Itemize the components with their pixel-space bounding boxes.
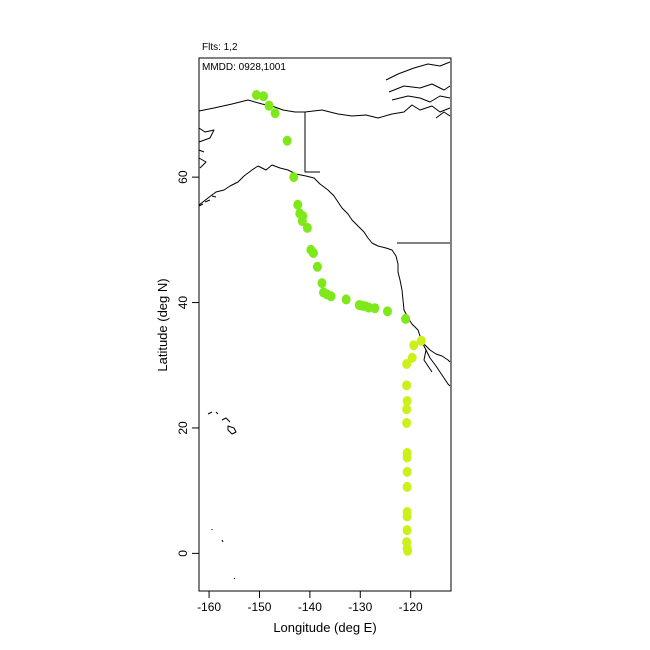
data-point-series1-17 bbox=[326, 291, 336, 302]
flights-label: Flts: 1,2 bbox=[202, 42, 238, 53]
alaska-north-coastline bbox=[198, 99, 305, 113]
data-point-series1-3 bbox=[270, 108, 280, 119]
y-tick-label-2: 40 bbox=[176, 296, 190, 310]
data-point-series2-5 bbox=[402, 396, 412, 407]
alaska-south-coastline bbox=[198, 164, 451, 363]
pacific-islets bbox=[211, 529, 236, 580]
data-point-series1-24 bbox=[382, 306, 392, 317]
data-point-series1-6 bbox=[293, 199, 303, 210]
data-point-series1-1 bbox=[259, 91, 269, 102]
y-axis-title: Latitude (deg N) bbox=[155, 278, 170, 371]
alaska-west-coastline bbox=[198, 127, 215, 169]
data-point-series2-17 bbox=[403, 545, 413, 556]
data-point-series2-9 bbox=[402, 452, 412, 463]
data-point-series1-18 bbox=[341, 294, 351, 305]
dates-label: MMDD: 0928,1001 bbox=[202, 62, 286, 73]
data-point-series1-9 bbox=[297, 216, 307, 227]
baja-california-coastline bbox=[421, 341, 451, 387]
data-point-series2-13 bbox=[402, 511, 412, 522]
alaska-canada-border bbox=[304, 112, 320, 173]
x-tick-label-1: -150 bbox=[247, 600, 271, 614]
aleutian-islands bbox=[198, 195, 217, 207]
canada-arctic-coastline bbox=[304, 104, 451, 119]
y-tick-label-1: 20 bbox=[176, 421, 190, 435]
data-point-series1-0 bbox=[251, 89, 261, 100]
data-point-series1-13 bbox=[312, 261, 322, 272]
data-point-series1-5 bbox=[289, 172, 299, 183]
y-tick-label-3: 60 bbox=[176, 170, 190, 184]
data-point-series1-25 bbox=[401, 313, 411, 324]
data-point-series2-0 bbox=[416, 335, 426, 346]
y-axis: 0 20 40 60 bbox=[176, 170, 199, 557]
data-point-series2-7 bbox=[402, 417, 412, 428]
data-point-series1-14 bbox=[317, 278, 327, 289]
x-tick-label-0: -160 bbox=[197, 600, 221, 614]
x-axis: -160 -150 -140 -130 -120 bbox=[197, 591, 423, 614]
data-point-series2-1 bbox=[409, 340, 419, 351]
flight-points bbox=[251, 89, 426, 556]
hawaii-islands bbox=[207, 411, 237, 435]
data-point-series2-14 bbox=[402, 525, 412, 536]
map-features bbox=[198, 61, 451, 580]
data-point-series1-4 bbox=[282, 135, 292, 146]
data-point-series2-11 bbox=[402, 481, 412, 492]
data-point-series2-4 bbox=[402, 380, 412, 391]
x-tick-label-3: -130 bbox=[348, 600, 372, 614]
x-tick-label-2: -140 bbox=[298, 600, 322, 614]
data-point-series1-2 bbox=[264, 100, 274, 111]
data-point-series1-23 bbox=[370, 303, 380, 314]
plot-frame bbox=[198, 57, 452, 592]
x-axis-title: Longitude (deg E) bbox=[273, 620, 376, 635]
arctic-islands bbox=[385, 61, 451, 119]
data-point-series1-12 bbox=[308, 248, 318, 259]
y-tick-label-0: 0 bbox=[176, 550, 190, 557]
x-tick-label-4: -120 bbox=[399, 600, 423, 614]
data-point-series2-6 bbox=[402, 404, 412, 415]
data-point-series2-10 bbox=[402, 466, 412, 477]
data-point-series1-10 bbox=[302, 222, 312, 233]
data-point-series2-2 bbox=[407, 352, 417, 363]
data-point-series2-3 bbox=[402, 359, 412, 370]
